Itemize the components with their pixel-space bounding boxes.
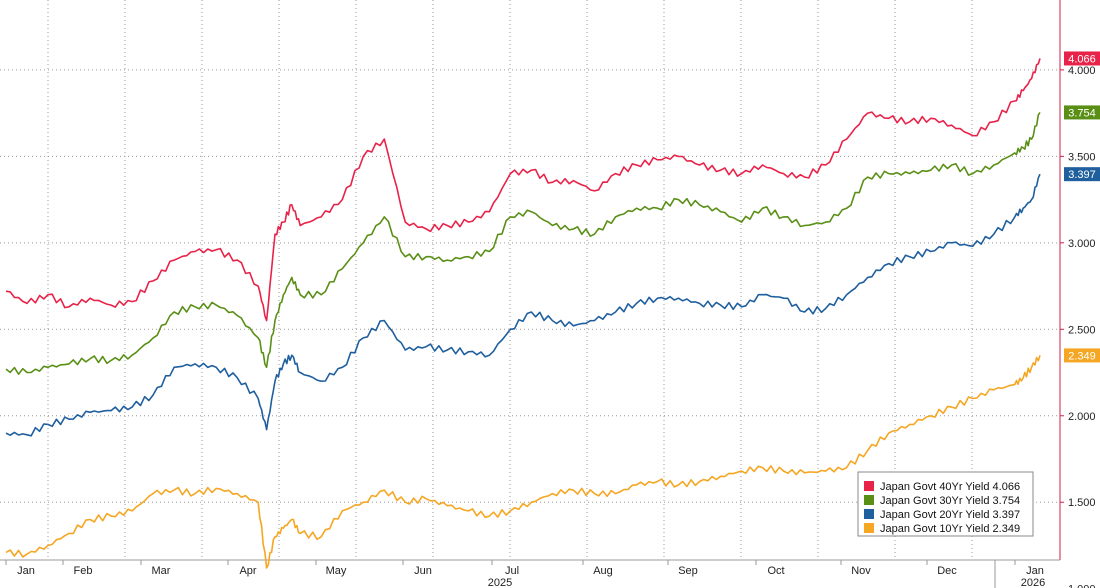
x-tick-label: Feb <box>74 565 93 577</box>
end-label-value: 3.397 <box>1068 169 1096 181</box>
x-tick-label: Dec <box>937 565 957 577</box>
y-tick-label: 3.500 <box>1068 151 1096 163</box>
x-tick-label: Jun <box>414 565 432 577</box>
x-tick-label: Nov <box>851 565 871 577</box>
legend-label-30yr: Japan Govt 30Yr Yield 3.754 <box>880 495 1020 507</box>
x-tick-label: Sep <box>678 565 698 577</box>
year-label: 2025 <box>488 577 512 588</box>
year-label: 2026 <box>1021 577 1045 588</box>
legend-item-10yr: Japan Govt 10Yr Yield 2.349 <box>864 523 1020 535</box>
legend: Japan Govt 40Yr Yield 4.066 Japan Govt 3… <box>857 471 1034 537</box>
series-line-2 <box>5 173 1041 437</box>
end-label-bg <box>1064 51 1100 66</box>
legend-box <box>857 471 1034 537</box>
end-labels: 4.066 3.754 3.397 2.349 <box>1064 51 1100 363</box>
legend-item-30yr: Japan Govt 30Yr Yield 3.754 <box>864 495 1020 507</box>
legend-swatch-20yr <box>864 509 874 519</box>
legend-swatch-30yr <box>864 495 874 505</box>
legend-item-40yr: Japan Govt 40Yr Yield 4.066 <box>864 481 1020 493</box>
grid <box>0 0 1060 560</box>
y-tick-label: 4.000 <box>1068 65 1096 77</box>
x-tick-label: Oct <box>767 565 784 577</box>
end-label-bg <box>1064 167 1100 182</box>
legend-label-20yr: Japan Govt 20Yr Yield 3.397 <box>880 509 1020 521</box>
x-tick-label: Jul <box>505 565 519 577</box>
y-tick-label: 1.500 <box>1068 497 1096 509</box>
legend-swatch-40yr <box>864 481 874 491</box>
end-label-value: 4.066 <box>1068 53 1096 65</box>
legend-label-10yr: Japan Govt 10Yr Yield 2.349 <box>880 523 1020 535</box>
legend-swatch-10yr <box>864 523 874 533</box>
end-label-1: 3.754 <box>1064 105 1100 120</box>
end-label-value: 2.349 <box>1068 350 1096 362</box>
x-tick-label: Jan <box>17 565 35 577</box>
end-label-3: 2.349 <box>1064 348 1100 363</box>
x-tick-label: Aug <box>593 565 613 577</box>
end-label-2: 3.397 <box>1064 167 1100 182</box>
end-label-value: 3.754 <box>1068 107 1096 119</box>
y-tick-label: 3.000 <box>1068 238 1096 250</box>
end-label-0: 4.066 <box>1064 51 1100 66</box>
series-line-0 <box>5 58 1041 322</box>
end-label-bg <box>1064 105 1100 120</box>
legend-item-20yr: Japan Govt 20Yr Yield 3.397 <box>864 509 1020 521</box>
y-tick-label: 2.000 <box>1068 411 1096 423</box>
y-tick-label: 2.500 <box>1068 324 1096 336</box>
x-tick-label: Jan <box>1026 565 1044 577</box>
x-tick-label: Mar <box>152 565 171 577</box>
y-tick-label: 1.000 <box>1068 584 1096 588</box>
series-line-3 <box>5 355 1041 569</box>
legend-label-40yr: Japan Govt 40Yr Yield 4.066 <box>880 481 1020 493</box>
x-tick-label: Apr <box>239 565 256 577</box>
end-label-bg <box>1064 348 1100 363</box>
series-lines <box>5 58 1041 569</box>
x-tick-label: May <box>326 565 347 577</box>
series-line-1 <box>5 111 1041 375</box>
